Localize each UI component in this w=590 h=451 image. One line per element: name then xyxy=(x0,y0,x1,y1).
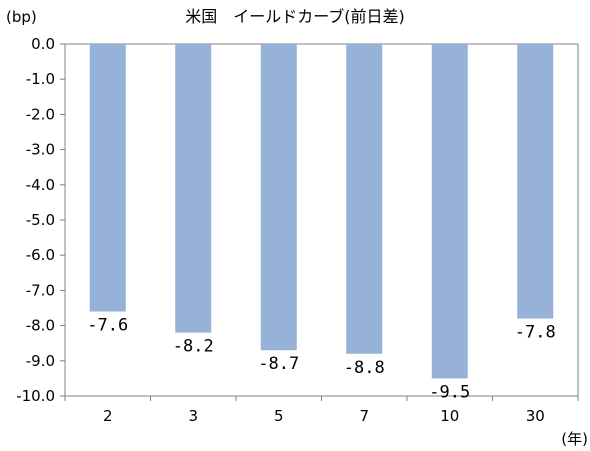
y-tick-label: -8.0 xyxy=(26,317,55,335)
data-labels: -7.6 -8.2 -8.7 -8.8 -9.5 -7.8 xyxy=(87,316,555,403)
x-unit-label: (年) xyxy=(561,430,588,448)
data-label-7: -8.8 xyxy=(344,358,385,378)
x-axis: 2 3 5 7 10 30 xyxy=(64,396,579,425)
bar-30 xyxy=(517,44,554,319)
y-tick-label: 0.0 xyxy=(31,35,55,53)
x-tick-label: 5 xyxy=(274,407,284,425)
x-tick-label: 2 xyxy=(103,407,113,425)
data-label-2: -7.6 xyxy=(87,316,128,336)
y-tick-label: -5.0 xyxy=(26,211,55,229)
x-tick-label: 30 xyxy=(526,407,545,425)
bars xyxy=(89,44,554,379)
y-tick-label: -2.0 xyxy=(26,105,55,123)
bar-7 xyxy=(346,44,383,354)
y-tick-label: -1.0 xyxy=(26,70,55,88)
data-label-30: -7.8 xyxy=(515,323,556,343)
bar-5 xyxy=(260,44,297,351)
bar-3 xyxy=(175,44,212,333)
bar-2 xyxy=(89,44,126,312)
y-axis: 0.0 -1.0 -2.0 -3.0 -4.0 -5.0 -6.0 -7.0 -8.0 -9.0 -… xyxy=(16,35,65,405)
chart-title: 米国 イールドカーブ(前日差) xyxy=(185,7,405,26)
data-label-10: -9.5 xyxy=(429,382,470,402)
y-tick-label: -7.0 xyxy=(26,281,55,299)
x-tick-label: 3 xyxy=(188,407,198,425)
y-tick-label: -6.0 xyxy=(26,246,55,264)
plot-area xyxy=(64,43,579,397)
x-tick-label: 10 xyxy=(440,407,459,425)
data-label-3: -8.2 xyxy=(173,337,214,357)
data-label-5: -8.7 xyxy=(258,354,299,374)
y-unit-label: (bp) xyxy=(6,8,37,26)
y-tick-label: -9.0 xyxy=(26,352,55,370)
y-tick-label: -3.0 xyxy=(26,141,55,159)
y-tick-label: -10.0 xyxy=(16,387,55,405)
y-tick-label: -4.0 xyxy=(26,176,55,194)
bar-10 xyxy=(431,44,468,379)
x-tick-label: 7 xyxy=(359,407,369,425)
